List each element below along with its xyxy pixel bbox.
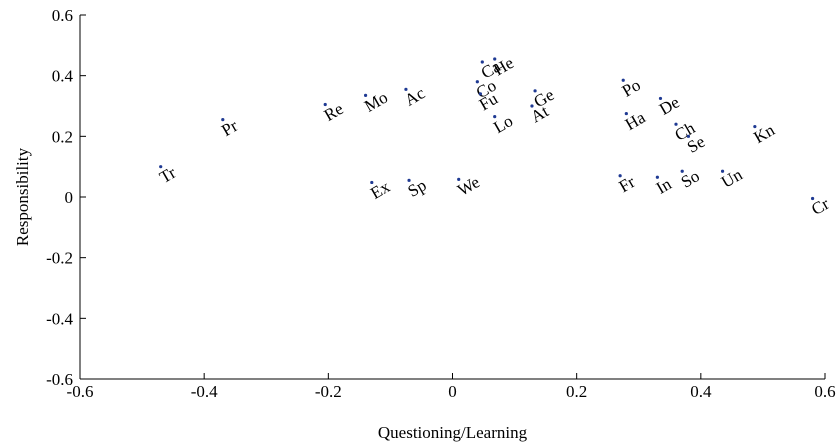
data-point: Pr [218,116,241,140]
y-tick-label: 0.6 [52,6,73,25]
x-tick-label: 0.4 [690,382,712,401]
point-marker [655,175,659,179]
point-marker [404,87,408,91]
point-label: Kn [750,120,778,147]
point-marker [624,111,628,116]
point-label: Re [321,99,347,125]
data-point: So [678,166,703,191]
data-point: Se [684,132,708,157]
data-point: Kn [750,120,778,147]
x-tick-label: 0.2 [566,382,587,401]
point-label: De [656,93,683,119]
y-tick-label: 0 [65,188,74,207]
point-marker [480,60,484,64]
point-marker [674,122,678,126]
point-marker [753,125,757,129]
y-tick-label: -0.2 [46,249,73,268]
point-marker [493,115,497,119]
data-point: Cr [808,194,833,219]
point-marker [475,80,479,84]
data-point: De [656,93,683,119]
point-marker [323,102,327,107]
x-ticks: -0.6 -0.4 -0.2 0 0.2 0.4 0.6 [67,373,836,401]
point-label: Un [718,165,746,192]
point-marker [618,174,622,178]
point-label: Ac [401,83,428,110]
y-tick-label: 0.4 [52,67,74,86]
point-label: We [454,172,483,200]
x-tick-label: 0 [448,382,457,401]
point-marker [159,165,163,169]
data-point: Po [619,75,644,100]
point-marker [686,134,691,138]
data-point: Tr [156,163,179,187]
x-tick-label: -0.2 [315,382,342,401]
point-label: Lo [490,111,516,137]
point-marker [363,93,368,97]
y-tick-label: -0.6 [46,370,73,389]
point-marker [407,178,411,182]
data-point: Sp [405,175,430,200]
point-marker [658,96,663,101]
point-marker [457,177,461,182]
data-point: Fr [616,172,639,196]
data-point: Re [321,99,347,125]
axes [79,15,825,380]
data-point: Mo [361,88,391,116]
point-marker [621,78,625,82]
point-marker [720,169,725,173]
x-tick-label: -0.6 [67,382,94,401]
point-marker [533,89,537,93]
y-ticks: -0.6 -0.4 -0.2 0 0.2 0.4 0.6 [46,6,86,389]
point-marker [221,118,225,122]
x-axis-title: Questioning/Learning [378,423,528,442]
y-tick-label: -0.4 [46,309,73,328]
point-marker [680,169,684,173]
data-point: We [454,172,483,200]
data-point: Un [718,165,746,192]
data-point: Ha [622,107,649,134]
point-marker [478,92,483,96]
data-point: Ac [401,83,428,110]
data-point: In [653,174,675,198]
point-marker [810,196,815,201]
point-marker [370,180,374,185]
point-label: Ex [367,177,393,203]
data-point: Ex [367,177,393,203]
point-label: Ha [622,107,649,134]
point-marker [493,57,497,61]
x-tick-label: -0.4 [191,382,218,401]
point-marker [530,104,534,108]
y-tick-label: 0.2 [52,127,73,146]
x-tick-label: 0.6 [814,382,835,401]
data-point: Lo [490,111,516,137]
y-axis-title: Responsibility [13,147,32,246]
point-label: Mo [361,88,391,116]
